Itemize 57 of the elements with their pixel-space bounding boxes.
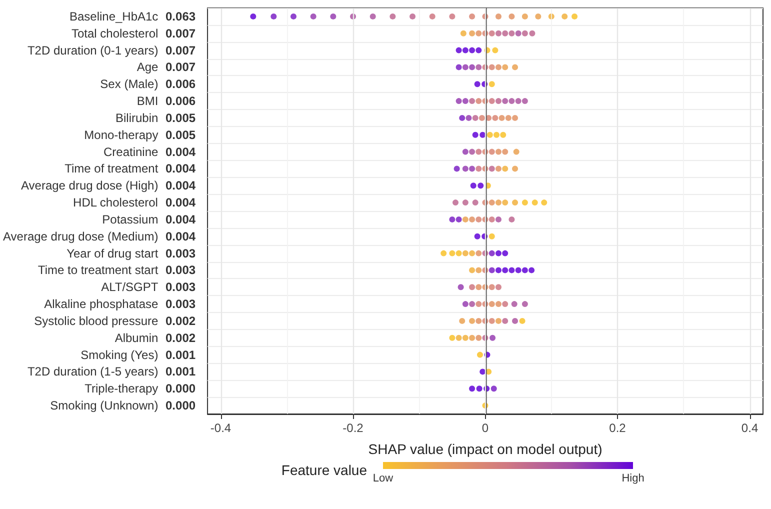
- text: 0.006: [166, 94, 196, 108]
- y-tick-label: Average drug dose (Medium): [2, 229, 158, 244]
- y-tick-label: Systolic blood pressure: [34, 314, 159, 328]
- text: 0.005: [166, 110, 196, 125]
- text: 0.004: [166, 162, 196, 176]
- y-tick-label: Mono-therapy: [84, 128, 158, 142]
- text: 0.000: [166, 382, 196, 396]
- y-tick-label: Triple-therapy: [84, 382, 158, 396]
- text: High: [622, 472, 644, 484]
- text: 0.001: [166, 364, 196, 379]
- y-tick-label: Potassium: [102, 212, 158, 226]
- text: 0.003: [166, 280, 196, 294]
- x-tick-label: -0.4: [210, 421, 232, 435]
- text: 0.003: [166, 246, 196, 260]
- text: 0.007: [166, 60, 196, 74]
- text: 0.004: [166, 196, 196, 210]
- x-tick-label: 0.2: [609, 421, 626, 435]
- text: 0.007: [166, 43, 196, 58]
- text: 0.006: [166, 77, 196, 92]
- text: 0.002: [166, 330, 196, 345]
- y-tick-label: Age: [136, 60, 159, 74]
- text: 0.004: [166, 144, 196, 159]
- y-tick-label: Total cholesterol: [71, 26, 158, 40]
- y-tick-label: Time of treatment: [64, 162, 159, 176]
- y-tick-label: Time to treatment start: [38, 263, 159, 278]
- y-tick-label: T2D duration (1-5 years): [27, 364, 158, 379]
- y-tick-label: Smoking (Unknown): [50, 398, 158, 413]
- text: 0.000: [166, 398, 196, 413]
- x-tick-label: 0: [482, 421, 489, 435]
- text: 0.003: [166, 297, 196, 312]
- y-tick-label: Year of drug start: [66, 246, 159, 260]
- y-tick-label: Bilirubin: [116, 110, 158, 125]
- text: 0.004: [166, 229, 196, 244]
- text: 0.001: [166, 348, 196, 362]
- color-bar-title: Feature value: [281, 462, 368, 478]
- y-tick-label: Alkaline phosphatase: [44, 297, 159, 312]
- y-tick-label: BMI: [136, 94, 158, 108]
- text: 0.063: [166, 9, 196, 24]
- text: 0.005: [166, 128, 196, 142]
- y-tick-label: T2D duration (0-1 years): [27, 43, 158, 58]
- y-tick-label: Creatinine: [103, 144, 159, 159]
- y-tick-label: Smoking (Yes): [80, 348, 158, 362]
- text: Low: [372, 472, 394, 484]
- x-tick-label: 0.4: [741, 421, 758, 435]
- x-axis-title: SHAP value (impact on model output): [368, 441, 602, 457]
- text: 0.004: [166, 178, 196, 193]
- y-tick-label: HDL cholesterol: [73, 196, 158, 210]
- x-tick-label: -0.2: [342, 421, 364, 435]
- text: 0.002: [166, 314, 196, 328]
- y-tick-label: Albumin: [114, 330, 158, 345]
- y-tick-label: Average drug dose (High): [20, 178, 158, 193]
- text: 0.003: [166, 263, 196, 278]
- y-tick-label: Sex (Male): [100, 77, 158, 92]
- y-tick-label: Baseline_HbA1c: [69, 9, 158, 24]
- text: 0.004: [166, 212, 196, 226]
- y-tick-label: ALT/SGPT: [101, 280, 159, 294]
- text: 0.007: [166, 26, 196, 40]
